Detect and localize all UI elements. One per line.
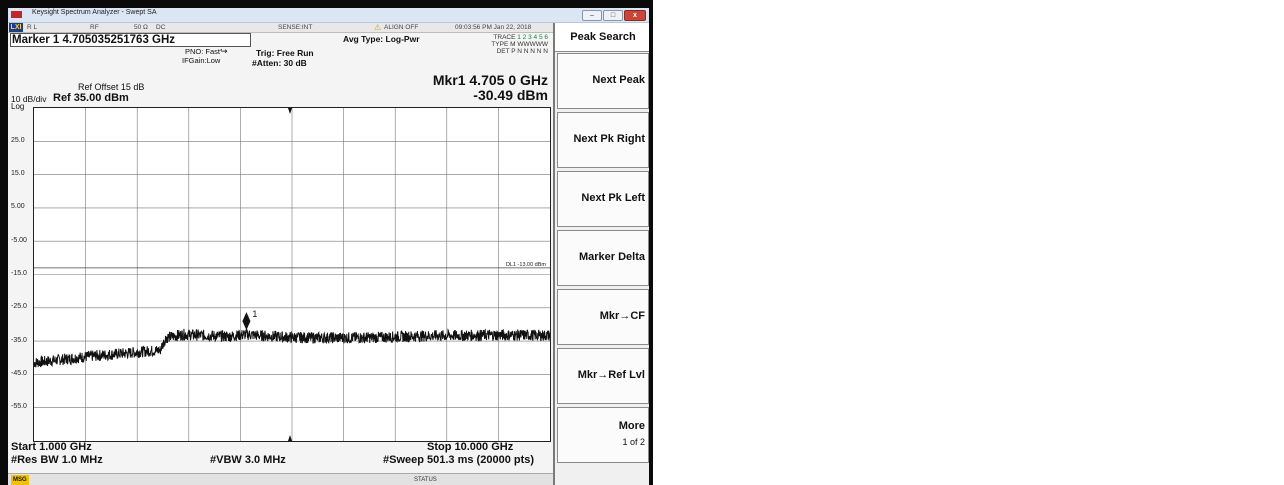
y-tick-label: -5.00 xyxy=(11,237,27,244)
input-rf: RF xyxy=(90,24,99,31)
y-tick-label: 15.0 xyxy=(11,170,25,177)
next-pk-left-button[interactable]: Next Pk Left xyxy=(557,171,649,227)
next-pk-right-button[interactable]: Next Pk Right xyxy=(557,112,649,168)
spectrum-plot[interactable]: 1 DL1 -13.00 dBm xyxy=(33,107,551,442)
average-type: Avg Type: Log-Pwr xyxy=(343,34,420,44)
type-values: M WWWWW xyxy=(510,41,548,48)
softkey-label: Next Pk Right xyxy=(573,133,645,145)
window-title: Keysight Spectrum Analyzer - Swept SA xyxy=(32,9,157,16)
title-bar: Keysight Spectrum Analyzer - Swept SA – … xyxy=(8,8,649,23)
sense-indicator: SENSE:INT xyxy=(278,24,313,31)
spectrum-graticule: 1 DL1 -13.00 dBm xyxy=(33,108,551,441)
analyzer-window: Keysight Spectrum Analyzer - Swept SA – … xyxy=(8,8,649,485)
warning-icon: ⚠ xyxy=(374,23,382,32)
softkey-panel: Peak Search Next Peak Next Pk Right Next… xyxy=(553,23,649,485)
y-tick-label: -55.0 xyxy=(11,403,27,410)
marker-1-label: 1 xyxy=(252,309,257,319)
date-time: 09:03:56 PM Jan 22, 2018 xyxy=(455,24,532,31)
center-marker-top-icon xyxy=(288,108,292,114)
marker-1-icon[interactable] xyxy=(242,312,251,331)
pno-arrow-icon: ↪ xyxy=(220,46,228,56)
maximize-button[interactable]: □ xyxy=(603,10,623,21)
ifgain-setting: IFGain:Low xyxy=(182,56,221,65)
softkey-label: More xyxy=(618,420,645,432)
marker-frequency-readout[interactable]: Marker 1 4.705035251763 GHz xyxy=(10,33,251,47)
y-tick-label: -25.0 xyxy=(11,303,27,310)
input-coupling: DC xyxy=(156,24,166,31)
mkr-to-cf-button[interactable]: Mkr→CF xyxy=(557,289,649,345)
softkey-page-indicator: 1 of 2 xyxy=(622,437,645,447)
stop-frequency: Stop 10.000 GHz xyxy=(427,441,514,453)
status-bar: MSG STATUS xyxy=(8,473,553,485)
mkr-to-ref-lvl-button[interactable]: Mkr→Ref Lvl xyxy=(557,348,649,404)
rl-indicator: R L xyxy=(27,24,38,31)
softkey-menu-title: Peak Search xyxy=(555,23,649,52)
det-values: P N N N N N xyxy=(511,48,548,55)
trigger-setting: Trig: Free Run xyxy=(256,48,314,58)
marker-frequency: Mkr1 4.705 0 GHz xyxy=(432,72,548,88)
y-tick-label: -35.0 xyxy=(11,337,27,344)
status-indicator[interactable]: STATUS xyxy=(414,477,437,483)
y-tick-label: -45.0 xyxy=(11,370,27,377)
more-button[interactable]: More 1 of 2 xyxy=(557,407,649,463)
softkey-label: Mkr→CF xyxy=(599,310,645,322)
close-button[interactable]: x xyxy=(624,10,646,21)
msg-indicator[interactable]: MSG xyxy=(11,475,29,485)
attenuation-setting: #Atten: 30 dB xyxy=(252,58,307,68)
start-frequency: Start 1.000 GHz xyxy=(11,441,92,453)
instrument-status-row: LXI R L RF 50 Ω DC SENSE:INT ⚠ ALIGN OFF… xyxy=(8,23,553,33)
sweep-time: #Sweep 501.3 ms (20000 pts) xyxy=(383,454,535,466)
softkey-label: Mkr→Ref Lvl xyxy=(577,369,645,381)
reference-level: Ref 35.00 dBm xyxy=(53,92,129,104)
trace-settings: TRACE 1 2 3 4 5 6 TYPE M WWWWW DET P N N… xyxy=(463,34,548,55)
lxi-icon: LXI xyxy=(9,23,23,32)
y-tick-label: 25.0 xyxy=(11,137,25,144)
trace-values: 1 2 3 4 5 6 xyxy=(517,34,548,41)
softkey-label: Next Peak xyxy=(592,74,645,86)
spectrum-trace xyxy=(33,328,551,368)
scale-per-div: 10 dB/div xyxy=(11,94,47,104)
type-label: TYPE xyxy=(491,41,509,48)
softkey-label: Marker Delta xyxy=(578,251,645,263)
pno-setting: PNO: Fast xyxy=(185,47,221,56)
resolution-bandwidth: #Res BW 1.0 MHz xyxy=(11,454,103,466)
ref-offset: Ref Offset 15 dB xyxy=(78,82,145,92)
align-indicator: ALIGN OFF xyxy=(384,24,419,31)
screen-frame: Keysight Spectrum Analyzer - Swept SA – … xyxy=(0,0,653,485)
marker-amplitude: -30.49 dBm xyxy=(473,87,548,103)
det-label: DET xyxy=(496,48,510,55)
y-tick-label: 5.00 xyxy=(11,203,25,210)
video-bandwidth: #VBW 3.0 MHz xyxy=(210,454,286,466)
softkey-label: Next Pk Left xyxy=(581,192,645,204)
input-impedance: 50 Ω xyxy=(134,24,148,31)
minimize-button[interactable]: – xyxy=(582,10,602,21)
trace-label: TRACE xyxy=(493,34,516,41)
display-line-label: DL1 -13.00 dBm xyxy=(506,262,546,268)
scale-type: Log xyxy=(11,102,25,111)
app-icon xyxy=(11,11,22,18)
y-tick-label: -15.0 xyxy=(11,270,27,277)
next-peak-button[interactable]: Next Peak xyxy=(557,53,649,109)
center-marker-bottom-icon xyxy=(288,435,292,441)
marker-delta-button[interactable]: Marker Delta xyxy=(557,230,649,286)
